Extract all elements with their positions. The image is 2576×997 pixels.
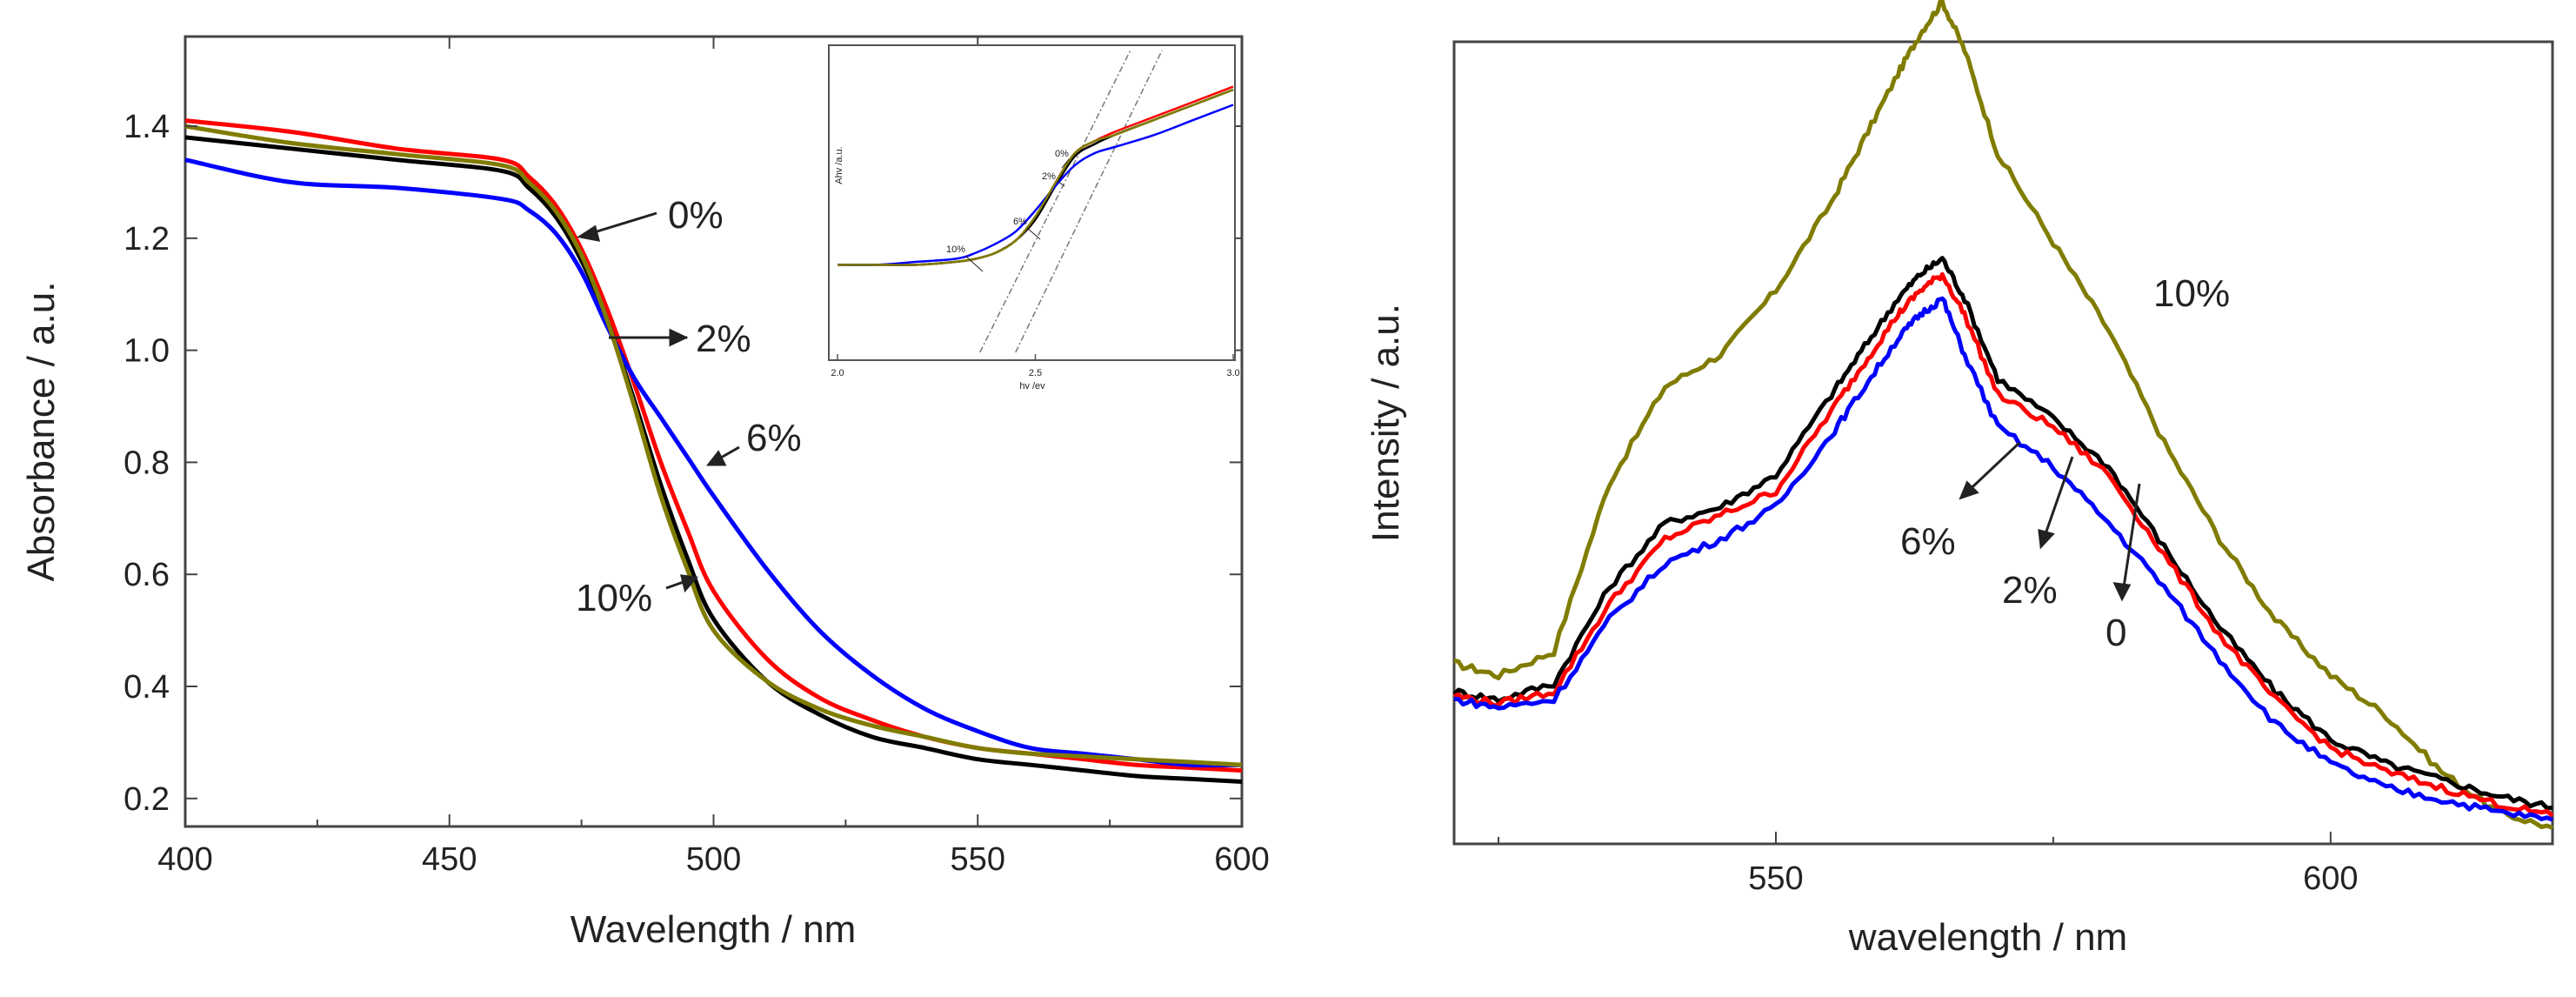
inset-label-0: 0% — [1055, 149, 1069, 159]
left-series-group — [184, 118, 1243, 784]
inset-x-tick-label: 3.0 — [1226, 368, 1239, 378]
left-x-axis-title: Wavelength / nm — [571, 908, 857, 951]
left-y-tick-label: 1.4 — [123, 109, 170, 145]
inset-x-axis-title: hv /ev — [1019, 381, 1045, 391]
inset-arrow-2 — [1057, 180, 1065, 187]
arrow-2-head — [669, 328, 689, 347]
inset-label-6: 6% — [1013, 217, 1027, 227]
inset-label-10: 10% — [946, 244, 965, 255]
inset-y-axis-title: Ahv /a.u. — [834, 146, 844, 184]
right-annotation-2: 2% — [2002, 569, 2058, 612]
right-plot-frame — [1452, 40, 2554, 846]
right-annotation-10: 10% — [2153, 272, 2230, 315]
right-series-group — [1452, 0, 2554, 830]
left-annotation-10: 10% — [576, 577, 652, 619]
inset-series-line-2 — [837, 104, 1234, 266]
left-y-tick-label: 0.8 — [123, 445, 170, 481]
left-x-tick-label: 500 — [686, 841, 741, 878]
inset-series-group — [837, 50, 1234, 353]
inset-axis-ticks: 2.0 2.5 3.0 — [831, 354, 1240, 378]
right-x-tick-label: 550 — [1748, 860, 1803, 897]
inset-chart: 2.0 2.5 3.0 hv /ev Ahv /a.u. 0% 2% 6% 10% — [828, 44, 1240, 391]
absorbance-chart: 400 450 500 550 600 0.2 0.4 0.6 0.8 1.0 1.2 1.4 Wav… — [20, 35, 1270, 951]
right-series-line-3 — [1453, 296, 2553, 822]
right-annotation-arrows — [1959, 441, 2141, 602]
right-x-tick-label: 600 — [2303, 860, 2358, 897]
right-x-axis-title: wavelength / nm — [1848, 916, 2127, 959]
inset-arrow-0 — [1061, 158, 1070, 169]
inset-label-arrows — [964, 158, 1070, 272]
arrow-r0 — [2120, 483, 2141, 599]
arrow-r2-head — [2038, 528, 2055, 550]
inset-series-line-3 — [837, 88, 1234, 266]
left-x-tick-label: 600 — [1214, 841, 1269, 878]
inset-label-2: 2% — [1042, 171, 1056, 182]
inset-tangent-line-0 — [979, 50, 1131, 353]
left-y-tick-label: 0.6 — [123, 557, 170, 593]
inset-frame — [828, 44, 1236, 361]
left-y-axis-title: Absorbance / a.u. — [20, 282, 63, 582]
left-annotation-2: 2% — [696, 318, 751, 360]
right-series-line-2 — [1452, 271, 2554, 818]
right-y-axis-title: Intensity / a.u. — [1365, 304, 1407, 542]
inset-x-tick-label: 2.5 — [1029, 368, 1042, 378]
inset-arrow-6 — [1026, 227, 1041, 240]
left-y-tick-label: 1.2 — [123, 221, 170, 258]
inset-tangent-line-1 — [1015, 50, 1163, 353]
arrow-6-head — [705, 450, 727, 466]
left-series-line-3 — [184, 124, 1243, 767]
left-x-tick-label: 450 — [422, 841, 477, 878]
inset-arrow-10 — [964, 255, 984, 272]
left-annotation-arrows — [577, 211, 740, 593]
left-series-line-1 — [184, 135, 1243, 784]
right-annotation-6: 6% — [1900, 520, 1956, 563]
left-annotation-6: 6% — [746, 417, 802, 459]
left-y-tick-label: 0.2 — [123, 781, 170, 818]
left-x-tick-label: 550 — [951, 841, 1005, 878]
arrow-10-head — [680, 574, 698, 593]
intensity-chart: 550 600 wavelength / nm Intensity / a.u. … — [1365, 0, 2554, 959]
right-series-line-1 — [1452, 256, 2553, 811]
right-series-line-0 — [1453, 0, 2553, 830]
right-axis-ticks: 550 600 — [1498, 832, 2359, 897]
left-series-line-2 — [184, 157, 1243, 768]
arrow-0-head — [577, 224, 601, 242]
left-axis-ticks: 400 450 500 550 600 0.2 0.4 0.6 0.8 1.0 1.2 1.4 — [123, 37, 1270, 878]
left-y-tick-label: 1.0 — [123, 333, 170, 370]
left-y-tick-label: 0.4 — [123, 669, 170, 706]
right-annotation-0: 0 — [2106, 612, 2126, 654]
left-annotation-0: 0% — [668, 194, 724, 237]
arrow-r6-head — [1959, 480, 1979, 500]
left-x-tick-label: 400 — [157, 841, 212, 878]
arrow-r0-head — [2112, 582, 2132, 602]
inset-x-tick-label: 2.0 — [831, 368, 844, 378]
